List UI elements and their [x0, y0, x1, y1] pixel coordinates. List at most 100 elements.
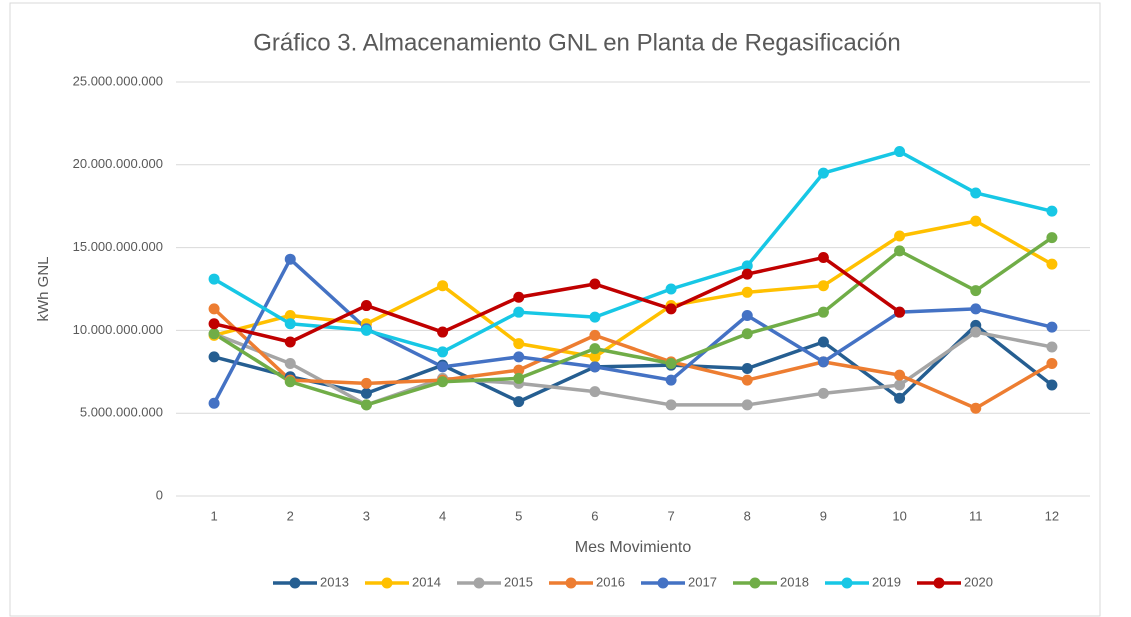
data-point [817, 387, 829, 399]
data-point [284, 358, 296, 370]
data-point [894, 379, 906, 391]
data-point [437, 346, 449, 358]
x-tick-label: 1 [210, 508, 217, 523]
x-axis-label: Mes Movimiento [575, 539, 692, 556]
data-point [589, 361, 601, 373]
data-point [741, 374, 753, 386]
data-point [970, 187, 982, 199]
data-point [284, 309, 296, 321]
series-line [212, 307, 1053, 410]
data-point [1046, 358, 1058, 370]
data-point [665, 358, 677, 370]
x-tick-label: 11 [969, 508, 983, 523]
data-point [741, 309, 753, 321]
data-point [208, 273, 220, 285]
data-point [665, 303, 677, 315]
series-line [213, 219, 1053, 359]
legend-label: 2015 [504, 574, 533, 589]
data-point [360, 377, 372, 389]
data-point [817, 306, 829, 318]
legend-marker [933, 577, 945, 589]
legend-label: 2017 [688, 574, 717, 589]
data-point [1046, 341, 1058, 353]
data-point [513, 338, 525, 350]
data-point [665, 283, 677, 295]
data-point [817, 280, 829, 292]
data-point [513, 306, 525, 318]
data-point [741, 286, 753, 298]
data-point [1046, 232, 1058, 244]
x-tick-label: 6 [591, 508, 598, 523]
data-point [817, 356, 829, 368]
data-point [1046, 205, 1058, 217]
data-point [284, 336, 296, 348]
chart-title: Gráfico 3. Almacenamiento GNL en Planta … [253, 29, 900, 56]
data-point [1046, 258, 1058, 270]
x-tick-label: 10 [892, 508, 906, 523]
data-point [665, 374, 677, 386]
data-point [894, 306, 906, 318]
legend-label: 2016 [596, 574, 625, 589]
data-point [894, 369, 906, 381]
data-point [513, 396, 525, 408]
data-point [741, 399, 753, 411]
series-line [213, 255, 901, 344]
legend-marker [289, 577, 301, 589]
x-tick-label: 7 [667, 508, 674, 523]
data-point [437, 376, 449, 388]
x-tick-label: 12 [1045, 508, 1059, 523]
data-point [741, 260, 753, 272]
legend-marker [381, 577, 393, 589]
legend-label: 2020 [964, 574, 993, 589]
data-point [513, 364, 525, 376]
data-point [1046, 321, 1058, 333]
data-point [513, 351, 525, 363]
x-tick-label: 2 [287, 508, 294, 523]
data-point [894, 146, 906, 158]
data-point [513, 291, 525, 303]
data-point [208, 397, 220, 409]
data-point [208, 328, 220, 340]
legend-marker [473, 577, 485, 589]
legend-marker [841, 577, 853, 589]
data-point [589, 311, 601, 323]
y-tick-label: 20.000.000.000 [73, 156, 163, 171]
data-point [360, 399, 372, 411]
data-point [589, 351, 601, 363]
data-point [208, 303, 220, 315]
data-point [665, 399, 677, 411]
data-point [437, 326, 449, 338]
y-tick-label: 25.000.000.000 [73, 73, 163, 88]
series-line [212, 257, 1053, 405]
data-point [741, 268, 753, 280]
data-point [970, 303, 982, 315]
x-tick-label: 4 [439, 508, 446, 523]
legend-marker [565, 577, 577, 589]
legend-marker [749, 577, 761, 589]
data-point [437, 361, 449, 373]
series-line [213, 330, 1053, 407]
x-tick-label: 8 [744, 508, 751, 523]
chart-frame [9, 2, 1101, 617]
data-point [589, 343, 601, 355]
data-point [284, 318, 296, 330]
x-tick-label: 9 [820, 508, 827, 523]
data-point [1046, 379, 1058, 391]
data-point [589, 278, 601, 290]
legend-marker [657, 577, 669, 589]
legend-label: 2019 [872, 574, 901, 589]
y-tick-label: 15.000.000.000 [73, 239, 163, 254]
data-point [513, 372, 525, 384]
data-point [589, 329, 601, 341]
y-tick-label: 0 [156, 487, 163, 502]
data-point [970, 285, 982, 297]
data-point [970, 215, 982, 227]
data-point [741, 328, 753, 340]
data-point [894, 245, 906, 257]
series-line [213, 149, 1053, 354]
legend-label: 2018 [780, 574, 809, 589]
data-point [817, 167, 829, 179]
data-point [970, 402, 982, 414]
x-tick-label: 5 [515, 508, 522, 523]
